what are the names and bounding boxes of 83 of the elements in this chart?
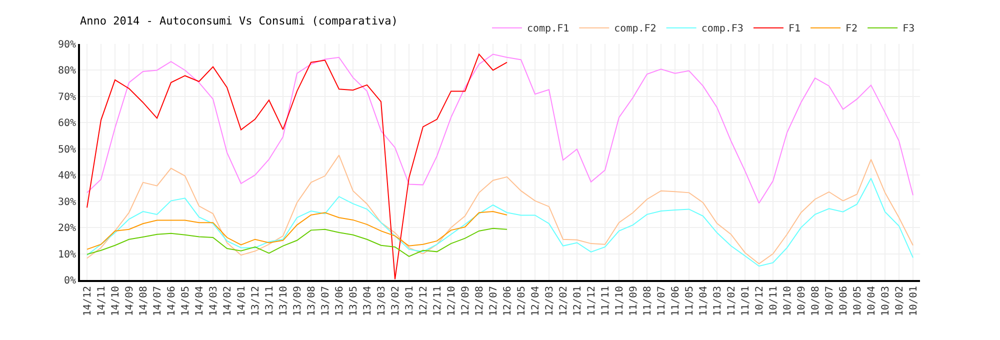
x-tick-label: 13/01 <box>404 286 416 316</box>
legend-label: F1 <box>788 24 801 35</box>
x-tick-label: 12/07 <box>488 286 500 316</box>
x-tick-label: 10/12 <box>754 286 766 316</box>
x-tick-label: 14/02 <box>222 286 234 316</box>
line-series <box>86 178 914 267</box>
x-tick-label: 11/01 <box>740 286 752 316</box>
x-tick-label: 11/04 <box>698 286 710 316</box>
x-tick-label: 11/03 <box>712 286 724 316</box>
x-tick-label: 12/11 <box>432 286 444 316</box>
x-tick-label: 11/10 <box>614 286 626 316</box>
x-tick-label: 12/08 <box>474 286 486 316</box>
y-tick-label: 10% <box>58 249 76 260</box>
y-tick-label: 40% <box>58 170 76 182</box>
x-tick-label: 13/09 <box>292 286 304 316</box>
x-tick-label: 10/01 <box>908 286 920 316</box>
x-tick-label: 13/06 <box>334 286 346 316</box>
legend-label: comp.F2 <box>614 24 656 35</box>
y-tick-label: 50% <box>58 144 76 156</box>
legend-label: F2 <box>846 24 858 35</box>
x-tick-label: 14/01 <box>236 286 248 316</box>
x-tick-label: 11/02 <box>726 286 738 316</box>
x-tick-label: 10/05 <box>852 286 864 316</box>
x-tick-label: 10/04 <box>866 286 878 316</box>
x-tick-label: 13/11 <box>264 286 276 316</box>
x-tick-label: 11/12 <box>586 286 598 316</box>
x-tick-label: 13/12 <box>250 286 262 316</box>
x-tick-label: 14/10 <box>110 286 122 316</box>
x-tick-label: 13/08 <box>306 286 318 316</box>
x-tick-label: 10/02 <box>894 286 906 316</box>
legend-label: comp.F3 <box>701 24 744 35</box>
x-tick-label: 11/09 <box>628 286 640 316</box>
x-tick-label: 10/09 <box>796 286 808 316</box>
x-tick-label: 10/07 <box>824 286 836 316</box>
x-tick-label: 11/06 <box>670 286 682 316</box>
x-tick-label: 12/09 <box>460 286 472 316</box>
y-tick-label: 0% <box>64 276 76 286</box>
y-tick-label: 30% <box>58 196 76 208</box>
x-tick-label: 13/10 <box>278 286 290 316</box>
chart-title: Anno 2014 - Autoconsumi Vs Consumi (comparativa) <box>80 14 398 28</box>
x-tick-label: 12/04 <box>530 286 542 316</box>
x-tick-label: 12/03 <box>544 286 556 316</box>
x-tick-label: 12/01 <box>572 286 584 316</box>
x-tick-label: 11/05 <box>684 286 696 316</box>
x-tick-label: 10/03 <box>880 286 892 316</box>
x-tick-label: 10/08 <box>810 286 822 316</box>
x-tick-label: 10/06 <box>838 286 850 316</box>
x-tick-label: 13/03 <box>376 286 388 316</box>
x-tick-label: 14/07 <box>152 286 164 316</box>
line-series <box>86 211 508 250</box>
x-tick-label: 14/03 <box>208 286 220 316</box>
y-tick-label: 80% <box>58 66 76 77</box>
y-tick-label: 20% <box>58 223 76 234</box>
x-tick-label: 14/09 <box>124 286 136 316</box>
legend-label: F3 <box>902 24 915 35</box>
x-tick-label: 14/04 <box>194 286 206 316</box>
x-tick-label: 12/12 <box>418 286 430 316</box>
x-tick-label: 12/02 <box>558 286 570 316</box>
legend-label: comp.F1 <box>527 24 570 35</box>
x-tick-label: 10/10 <box>782 286 794 316</box>
y-tick-label: 90% <box>58 40 76 50</box>
x-tick-label: 14/06 <box>166 286 178 316</box>
x-tick-label: 14/05 <box>180 286 192 316</box>
x-tick-label: 11/08 <box>642 286 654 316</box>
line-series <box>86 154 914 264</box>
x-tick-label: 13/04 <box>362 286 374 316</box>
x-tick-label: 13/02 <box>390 286 402 316</box>
line-series <box>86 54 508 280</box>
y-tick-label: 60% <box>58 118 76 130</box>
x-tick-label: 14/11 <box>96 286 108 316</box>
x-tick-label: 13/07 <box>320 286 332 316</box>
x-tick-label: 10/11 <box>768 286 780 316</box>
x-tick-label: 11/11 <box>600 286 612 316</box>
x-tick-label: 13/05 <box>348 286 360 316</box>
x-tick-label: 14/12 <box>82 286 94 316</box>
line-series <box>86 228 508 257</box>
x-tick-label: 14/08 <box>138 286 150 316</box>
y-tick-label: 70% <box>58 92 76 103</box>
x-tick-label: 12/05 <box>516 286 528 316</box>
x-tick-label: 12/06 <box>502 286 514 316</box>
x-tick-label: 12/10 <box>446 286 458 316</box>
x-tick-label: 11/07 <box>656 286 668 316</box>
line-series <box>86 54 914 204</box>
